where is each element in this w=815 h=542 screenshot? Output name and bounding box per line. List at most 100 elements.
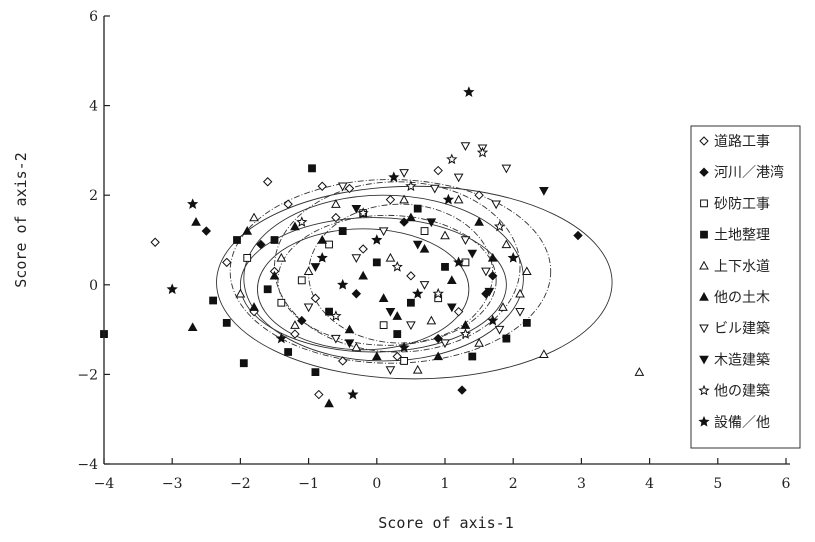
data-point [290, 221, 300, 231]
data-point [507, 251, 519, 263]
data-point [331, 212, 341, 223]
series-points [201, 217, 583, 395]
data-point [187, 198, 199, 209]
data-point [398, 341, 410, 353]
series-points [187, 212, 498, 408]
data-point [150, 237, 160, 247]
data-point [296, 216, 308, 227]
x-tick-label: 2 [509, 476, 518, 492]
data-point [347, 388, 359, 400]
data-point [539, 187, 549, 196]
legend-label: ビル建築 [714, 321, 770, 337]
series-points [235, 194, 645, 376]
legend-label: 木造建築 [714, 352, 770, 368]
data-point [460, 236, 471, 246]
data-point [399, 169, 409, 178]
data-point [351, 254, 362, 263]
legend-marker [699, 291, 709, 301]
legend-label: 他の建築 [714, 384, 770, 400]
data-point [325, 240, 333, 249]
data-point [446, 275, 457, 285]
legend-marker [700, 199, 708, 208]
data-point [201, 226, 212, 236]
confidence-ellipse [243, 194, 524, 362]
data-point [491, 200, 501, 210]
data-point [283, 199, 293, 209]
data-point [573, 230, 583, 241]
x-tick-label: 6 [782, 476, 791, 492]
data-point [222, 257, 232, 268]
data-point [412, 287, 424, 299]
legend-marker [699, 167, 709, 177]
series-points [100, 164, 531, 377]
legend: 道路工事河川／港湾砂防工事土地整理上下水道他の土木ビル建築木造建築他の建築設備／… [690, 125, 801, 449]
data-point [275, 332, 287, 344]
data-point [337, 278, 349, 290]
data-point [501, 239, 512, 249]
data-point [270, 236, 279, 244]
data-point [413, 204, 422, 213]
data-point [429, 184, 440, 194]
data-point [392, 311, 403, 320]
data-point [297, 276, 306, 285]
data-point [433, 165, 443, 176]
data-point [239, 359, 248, 368]
data-point [388, 171, 400, 183]
data-point [442, 193, 455, 205]
data-point [233, 236, 241, 244]
data-point [344, 183, 355, 194]
data-point [337, 182, 348, 192]
data-point [474, 338, 484, 347]
data-point [393, 330, 402, 338]
data-point [209, 296, 218, 305]
x-tick-label: 0 [372, 476, 381, 492]
data-point [440, 230, 450, 240]
legend-marker [699, 260, 709, 270]
data-point [290, 329, 300, 339]
confidence-ellipse [277, 214, 497, 346]
data-point [310, 263, 321, 272]
legend-marker [700, 230, 708, 239]
data-point [498, 302, 508, 311]
data-point [487, 314, 499, 326]
data-point [371, 351, 382, 361]
legend-label: 設備／他 [714, 415, 770, 431]
data-point [379, 321, 388, 330]
data-point [440, 339, 450, 349]
data-point [187, 322, 198, 332]
data-point [331, 334, 341, 344]
data-point [453, 306, 464, 317]
data-point [344, 339, 355, 349]
data-point [453, 194, 464, 204]
data-point [256, 239, 266, 250]
data-point [385, 252, 396, 262]
data-point [222, 318, 231, 327]
data-point [433, 333, 443, 344]
data-point [399, 194, 409, 204]
data-point [446, 303, 457, 313]
data-point [358, 270, 369, 280]
y-tick-label: 4 [89, 99, 98, 115]
legend-label: 土地整理 [714, 228, 770, 244]
data-point [419, 281, 430, 290]
data-point [467, 249, 478, 259]
data-point [521, 266, 532, 276]
data-point [412, 240, 423, 250]
data-point [494, 325, 505, 335]
data-point [317, 181, 327, 191]
data-point [297, 315, 307, 326]
data-point [406, 321, 416, 331]
data-point [338, 227, 347, 235]
x-tick-label: 5 [713, 476, 722, 492]
data-point [493, 220, 506, 232]
data-point [314, 389, 324, 400]
data-point [351, 342, 362, 352]
data-point [378, 227, 389, 237]
data-point [344, 324, 355, 334]
series-points [310, 187, 549, 349]
data-point [515, 307, 525, 317]
confidence-ellipse [216, 185, 613, 380]
legend-label: 上下水道 [714, 259, 770, 275]
legend-label: 砂防工事 [714, 196, 770, 212]
